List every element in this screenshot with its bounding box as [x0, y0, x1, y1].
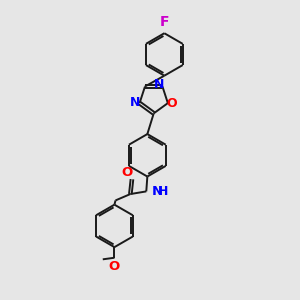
Text: N: N	[154, 78, 164, 92]
Text: F: F	[160, 15, 169, 29]
Text: O: O	[108, 260, 119, 273]
Text: N: N	[152, 185, 163, 198]
Text: N: N	[130, 96, 140, 109]
Text: O: O	[121, 166, 132, 179]
Text: H: H	[158, 185, 168, 198]
Text: O: O	[167, 97, 177, 110]
